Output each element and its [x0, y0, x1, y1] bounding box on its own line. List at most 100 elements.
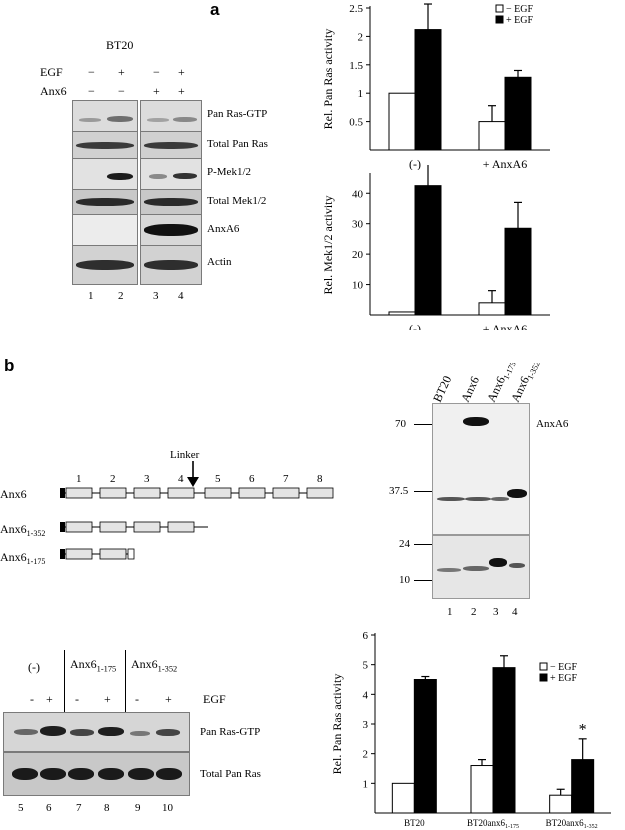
partial-repeat-box: [127, 548, 135, 560]
egf-sign: -: [75, 692, 79, 706]
bar: [388, 92, 416, 151]
repeat-number: 8: [317, 473, 323, 485]
repeat-number: 5: [215, 473, 221, 485]
repeat-number: 2: [110, 473, 116, 485]
bar: [391, 782, 415, 814]
chart-pan-ras-activity-b: 1 2 3 4 5 6 Rel. Pan Ras activity BT20 BT20anx61…: [330, 630, 611, 830]
annexin-repeat-box: [238, 487, 266, 499]
mw-marker: 37.5: [389, 485, 409, 497]
annexin-repeat-box: [167, 521, 195, 533]
blot-label-total-pan-ras: Total Pan Ras: [207, 138, 268, 150]
lane-number: 2: [471, 606, 477, 618]
lane-number: 3: [493, 606, 499, 618]
annexin-repeat-box: [65, 548, 93, 560]
y-tick-label: 0.5: [349, 117, 363, 129]
y-tick-label: 20: [352, 249, 364, 261]
bottom-blot-label: Pan Ras-GTP: [200, 726, 261, 738]
x-tick-label: BT20: [404, 818, 425, 828]
lane-header: BT20: [432, 374, 454, 405]
lane-number: 4: [512, 606, 518, 618]
chart-mek-activity: 10 20 30 40 Rel. Mek1/2 activity (-) + AnxA6: [321, 165, 550, 330]
annexin-repeat-box: [133, 521, 161, 533]
significance-star: *: [579, 721, 587, 738]
x-tick-label: (-): [409, 157, 421, 170]
blot-label-actin: Actin: [207, 256, 232, 268]
bar: [478, 121, 506, 151]
mw-marker: 70: [395, 418, 406, 430]
construct-label-full: Anx6: [0, 487, 27, 501]
annexin-repeat-box: [133, 487, 161, 499]
annexin-repeat-box: [99, 487, 127, 499]
legend-label: + EGF: [550, 673, 577, 684]
legend-label: + EGF: [506, 15, 533, 26]
western-band-label: AnxA6: [536, 418, 569, 430]
repeat-number: 3: [144, 473, 150, 485]
annexin-repeat-box: [306, 487, 334, 499]
lane-number: 3: [153, 290, 159, 302]
egf-row-label: EGF: [40, 65, 63, 79]
legend-swatch: [495, 4, 504, 13]
x-tick-label: + AnxA6: [483, 157, 527, 170]
bar: [470, 765, 494, 814]
legend-swatch: [495, 15, 504, 24]
blot-label-pan-ras-gtp: Pan Ras-GTP: [207, 108, 268, 120]
bar: [478, 302, 506, 316]
legend-swatch: [539, 662, 548, 671]
lane-number: 8: [104, 802, 110, 814]
x-tick-label: (-): [409, 322, 421, 330]
repeat-number: 1: [76, 473, 82, 485]
annexin-repeat-box: [167, 487, 195, 499]
blot-label-anxa6: AnxA6: [207, 223, 240, 235]
bar: [414, 29, 442, 151]
annexin-repeat-box: [99, 521, 127, 533]
anx6-sign: +: [153, 84, 160, 98]
y-tick-label: 1: [358, 88, 364, 100]
annexin-repeat-box: [272, 487, 300, 499]
bar: [413, 679, 437, 814]
bar: [388, 311, 416, 316]
western-lane-headers: BT20 Anx6 Anx61-175 Anx61-352: [430, 360, 552, 405]
y-tick-label: 5: [363, 660, 369, 672]
legend-swatch: [539, 673, 548, 682]
western-lower: [432, 535, 530, 599]
lane-number: 4: [178, 290, 184, 302]
legend-label: − EGF: [550, 662, 577, 673]
y-tick-label: 4: [363, 689, 369, 701]
egf-sign: +: [118, 65, 125, 79]
y-tick-label: 3: [363, 719, 369, 731]
y-tick-label: 2: [358, 31, 364, 43]
y-tick-label: 1.5: [349, 60, 363, 72]
y-tick-label: 1: [363, 778, 369, 790]
chart-pan-ras-activity-a: 0.5 1 1.5 2 2.5 Rel. Pan Ras activity (-) + Anx…: [321, 3, 550, 170]
group-label: (-): [28, 660, 40, 674]
panel-b-letter: b: [4, 356, 15, 375]
egf-sign: +: [178, 65, 185, 79]
lane-number: 1: [88, 290, 94, 302]
egf-sign: −: [153, 65, 160, 79]
annexin-repeat-box: [65, 521, 93, 533]
western-upper: [432, 403, 530, 535]
y-axis-label: Rel. Pan Ras activity: [321, 29, 335, 130]
lane-number: 7: [76, 802, 82, 814]
x-tick-label: BT20anx61-175: [467, 818, 519, 830]
egf-sign: +: [46, 692, 53, 706]
repeat-number: 6: [249, 473, 255, 485]
bar: [414, 185, 442, 316]
x-tick-label: BT20anx61-352: [546, 818, 598, 830]
mw-marker: 24: [399, 538, 410, 550]
egf-sign: +: [104, 692, 111, 706]
y-tick-label: 2.5: [349, 3, 363, 15]
lane-number: 6: [46, 802, 52, 814]
domain-diagram: Linker Anx6 1 2 3 4 5 6 7 8 Anx61-352 Anx61-175: [0, 449, 334, 566]
y-tick-label: 30: [352, 219, 364, 231]
anx6-row-label: Anx6: [40, 84, 67, 98]
bar: [571, 759, 595, 814]
anx6-sign: +: [178, 84, 185, 98]
construct-label-1-175: Anx61-175: [0, 550, 45, 566]
lane-number: 2: [118, 290, 124, 302]
repeat-number: 7: [283, 473, 289, 485]
bottom-blot-label: Total Pan Ras: [200, 768, 261, 780]
anx6-sign: −: [118, 84, 125, 98]
y-axis-label: Rel. Mek1/2 activity: [321, 196, 335, 295]
y-axis-label: Rel. Pan Ras activity: [330, 674, 344, 775]
